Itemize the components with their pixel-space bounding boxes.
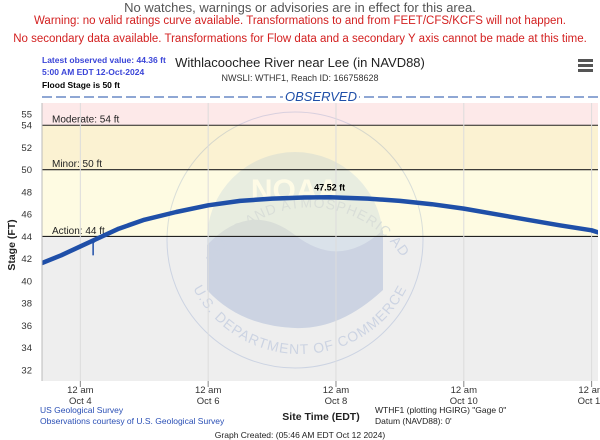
gauge-datum-info: Datum (NAVD88): 0': [375, 416, 452, 426]
stage-point: [366, 197, 370, 200]
x-tick-label-time: 12 am: [323, 385, 349, 396]
graph-created-time: Graph Created: (05:46 AM EDT Oct 12 2024…: [214, 430, 386, 440]
stage-point: [79, 245, 82, 248]
y-tick-label: 46: [21, 210, 32, 221]
stage-point: [59, 254, 63, 257]
x-tick-label-time: 12 am: [451, 385, 477, 396]
y-tick-label: 52: [21, 143, 32, 154]
gauge-plotting-info: WTHF1 (plotting HGIRG) "Gage 0": [375, 405, 507, 415]
stage-point: [328, 196, 331, 199]
stage-point: [526, 218, 529, 221]
y-tick-label: 32: [21, 365, 32, 376]
watermark-center-text: NOAA: [251, 174, 339, 207]
threshold-label-moderate: Moderate: 54 ft: [52, 115, 119, 126]
advisory-notice: No watches, warnings or advisories are i…: [124, 0, 476, 15]
stage-point: [117, 227, 120, 230]
stage-point: [206, 204, 210, 207]
hamburger-menu-icon[interactable]: [578, 58, 594, 72]
y-tick-label: 38: [21, 299, 32, 310]
chart-title: Withlacoochee River near Lee (in NAVD88): [175, 55, 425, 70]
x-tick-label-time: 12 am: [195, 385, 221, 396]
y-tick-label: 40: [21, 276, 32, 287]
flood-stage-note: Flood Stage is 50 ft: [42, 80, 120, 90]
y-tick-label: 50: [21, 165, 32, 176]
y-tick-label: 54: [21, 121, 32, 132]
peak-value-label: 47.52 ft: [314, 182, 345, 192]
observed-label-bg: [283, 89, 359, 103]
x-tick-label-date: Oct 12: [578, 396, 600, 407]
y-tick-label: 48: [21, 187, 32, 198]
x-tick-label-date: Oct 10: [450, 396, 478, 407]
stage-point: [175, 210, 178, 214]
y-tick-label: 44: [21, 232, 32, 243]
stage-point: [430, 202, 434, 206]
usgs-credit-link[interactable]: US Geological Survey: [40, 405, 124, 415]
observations-credit-link[interactable]: Observations courtesy of U.S. Geological…: [40, 416, 225, 426]
minor-band: [42, 125, 598, 170]
ratings-warning: Warning: no valid ratings curve availabl…: [34, 15, 566, 27]
stage-point: [98, 236, 101, 239]
threshold-label-minor: Minor: 50 ft: [52, 159, 102, 170]
observed-section-label: OBSERVED: [285, 89, 357, 104]
threshold-label-action: Action: 44 ft: [52, 226, 105, 237]
y-axis-label: Stage (FT): [6, 219, 18, 270]
stage-point: [238, 199, 242, 203]
x-axis-label: Site Time (EDT): [282, 411, 359, 423]
threshold-lines: Moderate: 54 ft Minor: 50 ft Action: 44 ft: [42, 115, 598, 237]
stage-point: [558, 224, 561, 227]
y-tick-label: 55: [21, 110, 32, 121]
x-tick-label-date: Oct 8: [325, 396, 348, 407]
secondary-data-warning: No secondary data available. Transformat…: [13, 33, 587, 45]
stage-point: [270, 197, 274, 200]
latest-observed-time: 5:00 AM EDT 12-Oct-2024: [42, 67, 145, 77]
stage-point: [590, 229, 593, 232]
y-tick-label: 42: [21, 254, 32, 265]
peak-annotation: 47.52 ft: [314, 182, 345, 192]
moderate-band: [42, 103, 598, 126]
stage-point: [494, 213, 497, 216]
series-start-dot: [90, 238, 96, 244]
stage-point: [462, 207, 465, 210]
y-tick-label: 34: [21, 343, 32, 354]
stage-point: [398, 199, 402, 203]
stage-point: [596, 231, 598, 234]
stage-bands: [42, 103, 598, 381]
x-tick-label-date: Oct 6: [197, 396, 220, 407]
latest-observed-value: Latest observed value: 44.36 ft: [42, 55, 166, 65]
below-action-band: [42, 236, 598, 381]
x-tick-label-time: 12 am: [578, 385, 600, 396]
chart-subtitle: NWSLI: WTHF1, Reach ID: 166758628: [221, 73, 379, 83]
stage-point: [302, 196, 306, 199]
x-tick-label-date: Oct 4: [69, 396, 92, 407]
stage-point: [143, 218, 146, 221]
stage-series: [42, 195, 598, 266]
x-tick-label-time: 12 am: [67, 385, 93, 396]
x-gridlines: [79, 103, 593, 381]
y-tick-label: 36: [21, 321, 32, 332]
